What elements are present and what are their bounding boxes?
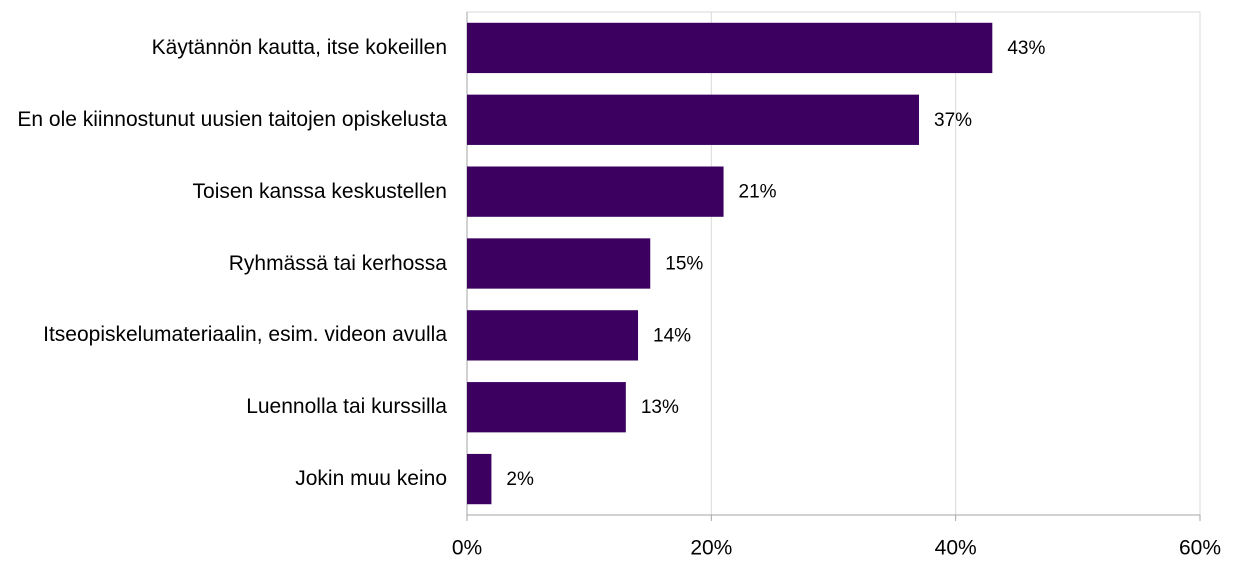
value-label: 2%: [506, 469, 534, 490]
value-label: 21%: [739, 182, 777, 203]
value-label: 37%: [934, 110, 972, 131]
value-label: 14%: [653, 325, 691, 346]
x-tick-label: 40%: [935, 537, 977, 560]
bar: [467, 94, 920, 145]
bar: [467, 453, 492, 505]
bar: [467, 382, 626, 433]
category-label: Käytännön kautta, itse kokeillen: [151, 35, 447, 59]
value-label: 43%: [1007, 38, 1045, 59]
category-label: Itseopiskelumateriaalin, esim. videon av…: [43, 323, 447, 347]
bar: [467, 238, 651, 289]
category-label: Toisen kanssa keskustellen: [192, 179, 447, 203]
value-label: 13%: [641, 397, 679, 418]
value-label: 15%: [665, 254, 703, 275]
category-label: Luennolla tai kurssilla: [246, 395, 447, 419]
bar: [467, 310, 639, 361]
category-label: Ryhmässä tai kerhossa: [228, 251, 447, 275]
category-label: Jokin muu keino: [295, 467, 447, 491]
x-tick-label: 20%: [690, 537, 732, 560]
bar: [467, 166, 724, 217]
x-tick-label: 60%: [1179, 537, 1221, 560]
bar: [467, 22, 993, 74]
x-tick-label: 0%: [452, 537, 482, 560]
category-label: En ole kiinnostunut uusien taitojen opis…: [17, 107, 447, 131]
